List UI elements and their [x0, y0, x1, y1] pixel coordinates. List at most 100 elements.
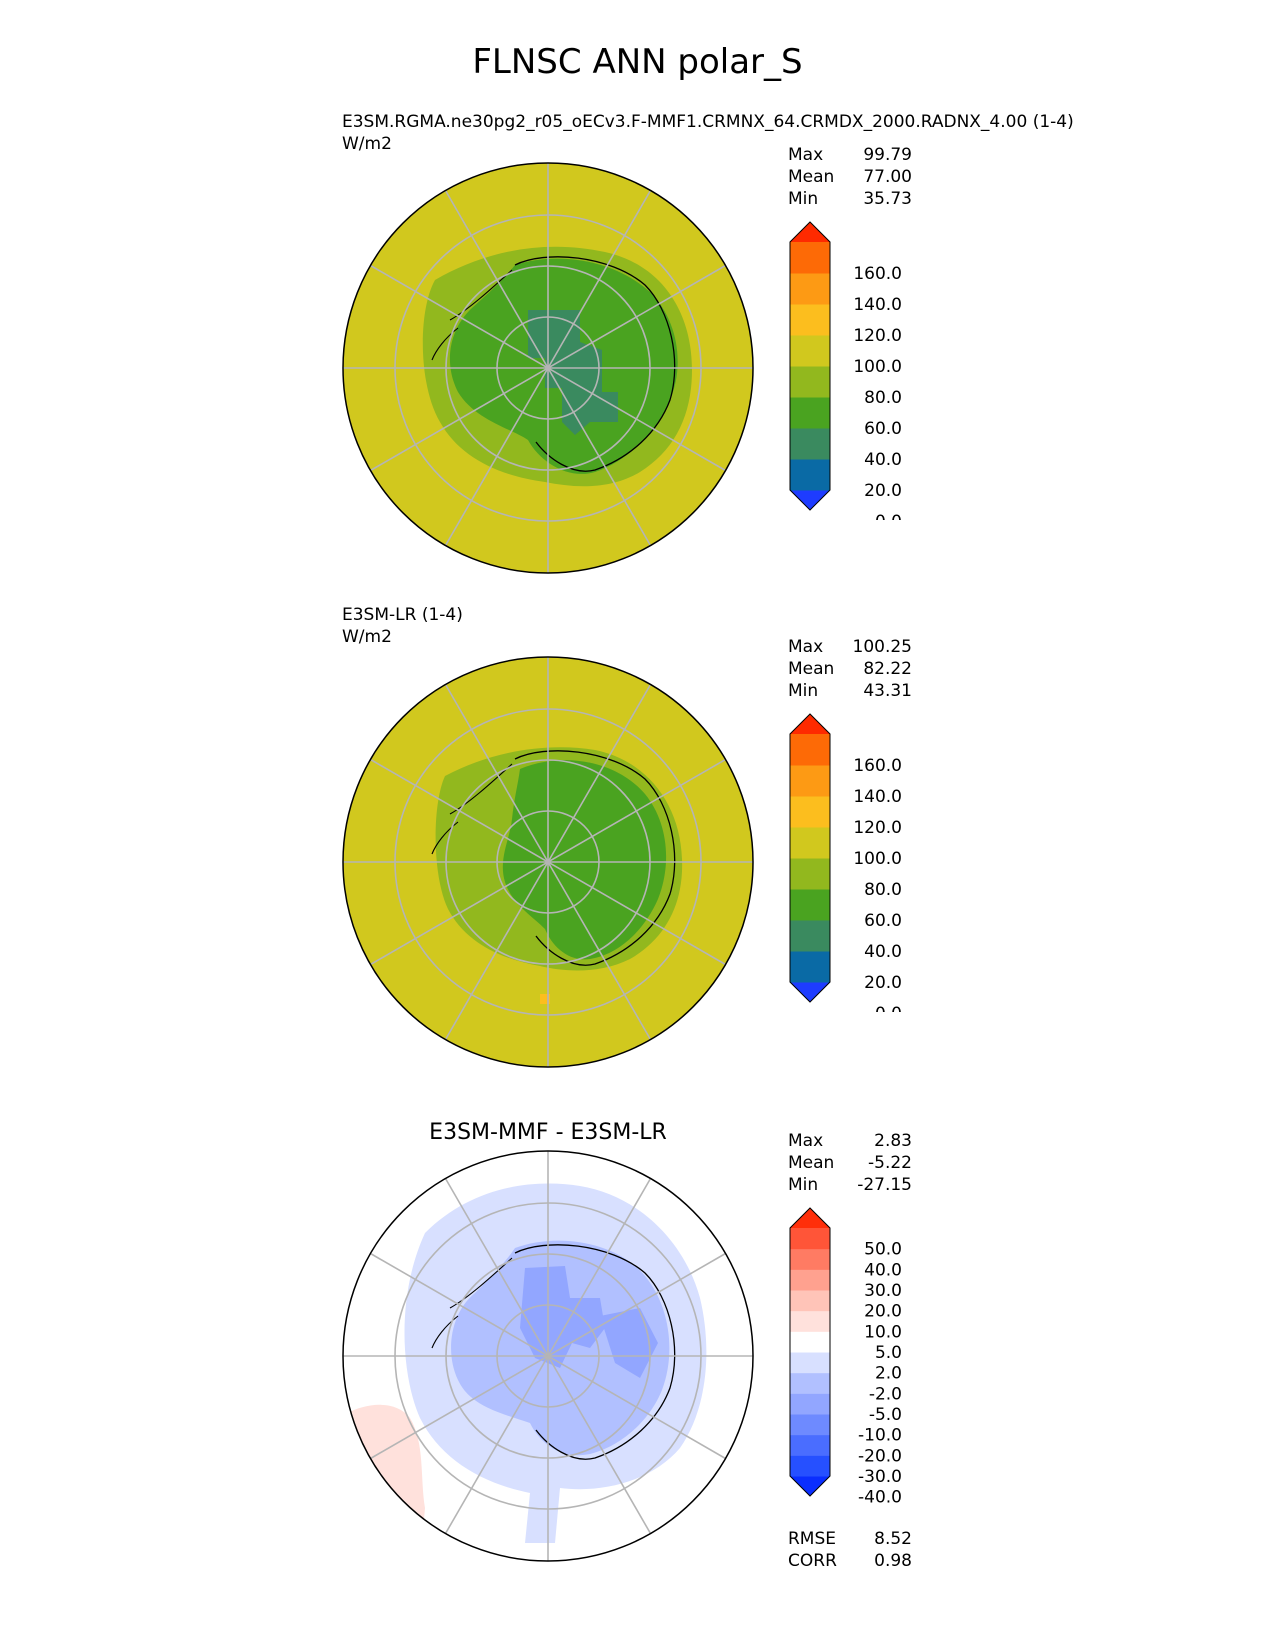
stat-value: 43.31	[863, 681, 912, 701]
stat-value: 35.73	[863, 189, 912, 209]
map-boundary	[342, 656, 754, 1068]
interior-field	[528, 310, 618, 435]
colorbar-tick-label: 50.0	[864, 1240, 902, 1260]
colorbar-tick-label: 160.0	[853, 756, 902, 776]
stat-label: Min	[788, 681, 819, 701]
colorbar-outline	[789, 221, 831, 511]
coastline	[514, 256, 676, 472]
colorbar-segment	[790, 1352, 830, 1374]
graticule	[343, 657, 753, 1067]
colorbar-outline	[789, 1207, 831, 1497]
colorbar-segment	[790, 1331, 830, 1353]
colorbar-tick-label: 160.0	[853, 264, 902, 284]
colorbar-segment	[790, 428, 830, 460]
stat-value: 2.83	[874, 1131, 912, 1151]
figure-title: FLNSC ANN polar_S	[472, 42, 803, 82]
panel-test-stat-max: Max 99.79	[788, 144, 912, 166]
stat-label: Min	[788, 1175, 819, 1195]
panel-diff-colorbar: 50.040.030.020.010.05.02.0-2.0-5.0-10.0-…	[789, 1207, 902, 1506]
stat-label: Max	[788, 145, 824, 165]
panel-ref-units-label: W/m2	[342, 627, 392, 647]
panel-diff-stat-rmse: RMSE 8.52	[788, 1528, 912, 1550]
colorbar-segment	[790, 951, 830, 983]
panel-diff-title: E3SM-MMF - E3SM-LR	[429, 1120, 667, 1145]
panel-test-units-label: W/m2	[342, 134, 392, 154]
positive-anomaly-region-east	[730, 1438, 753, 1498]
colorbar-segment	[790, 1290, 830, 1312]
colorbar-segment	[790, 335, 830, 367]
panel-test-name-label: E3SM.RGMA.ne30pg2_r05_oECv3.F-MMF1.CRMNX…	[342, 112, 1074, 132]
panel-ref-polar-map	[342, 656, 754, 1068]
colorbar-tick-label: 20.0	[864, 973, 902, 993]
colorbar-tick-label: 20.0	[864, 1302, 902, 1322]
colorbar-tick-label: -2.0	[869, 1384, 902, 1404]
panel-ref-stat-mean: Mean 82.22	[788, 658, 912, 680]
colorbar-tick-label: -30.0	[858, 1467, 902, 1487]
panel-test-stat-mean: Mean 77.00	[788, 166, 912, 188]
stat-label: Max	[788, 1131, 824, 1151]
stat-value: -5.22	[868, 1153, 912, 1173]
colorbar-segment	[790, 1269, 830, 1291]
colorbar-segment	[790, 304, 830, 336]
stat-value: 77.00	[863, 167, 912, 187]
stat-label: Mean	[788, 1153, 835, 1173]
panel-test-stat-min: Min 35.73	[788, 188, 912, 210]
panel-diff-stat-max: Max 2.83	[788, 1130, 912, 1152]
panel-diff-stat-corr: CORR 0.98	[788, 1550, 912, 1572]
stat-value: 0.98	[874, 1551, 912, 1571]
warm-anomaly-cell	[540, 994, 550, 1004]
colorbar-tick-label: 40.0	[864, 450, 902, 470]
colorbar-tick-label: 40.0	[864, 942, 902, 962]
colorbar-segment	[790, 459, 830, 491]
colorbar-tick-label: 120.0	[853, 818, 902, 838]
colorbar-tick-label: 80.0	[864, 388, 902, 408]
panel-test-colorbar: 160.0 140.0 120.0 100.0 80.0 60.0 40.0 20.0 0.0	[789, 221, 902, 520]
colorbar-tick-label: 5.0	[875, 1343, 902, 1363]
panel-ref-name-label: E3SM-LR (1-4)	[342, 605, 463, 625]
colorbar-segment	[790, 366, 830, 398]
colorbar-extend-min	[790, 1476, 830, 1496]
colorbar-extend-max	[790, 1208, 830, 1228]
stat-label: CORR	[788, 1551, 837, 1571]
stat-value: 99.79	[863, 145, 912, 165]
graticule	[343, 163, 753, 573]
colorbar-segment	[790, 273, 830, 305]
stat-label: Min	[788, 189, 819, 209]
colorbar-tick-label: 20.0	[864, 481, 902, 501]
panel-diff-stat-mean: Mean -5.22	[788, 1152, 912, 1174]
strong-negative-region-east	[600, 1308, 658, 1378]
stat-label: Mean	[788, 659, 835, 679]
colorbar-tick-label: 40.0	[864, 1260, 902, 1280]
colorbar-tick-label: 60.0	[864, 911, 902, 931]
stat-label: RMSE	[788, 1529, 837, 1549]
colorbar-extend-min	[790, 490, 830, 510]
colorbar-segment	[790, 1248, 830, 1270]
colorbar-tick-label: 10.0	[864, 1322, 902, 1342]
panel-ref-stat-max: Max 100.25	[788, 636, 912, 658]
colorbar-tick-label: 140.0	[853, 787, 902, 807]
colorbar-segment	[790, 734, 830, 766]
coastline	[514, 750, 676, 966]
map-boundary	[342, 1150, 754, 1562]
stat-value: 82.22	[863, 659, 912, 679]
colorbar-outline	[789, 713, 831, 1003]
colorbar-segment	[790, 1455, 830, 1477]
colorbar-segment	[790, 858, 830, 890]
colorbar-segment	[790, 1434, 830, 1456]
map-boundary	[342, 162, 754, 574]
panel-ref-stat-min: Min 43.31	[788, 680, 912, 702]
colorbar-tick-label: 60.0	[864, 419, 902, 439]
colorbar-segment	[790, 1393, 830, 1415]
stat-label: Max	[788, 637, 824, 657]
panel-ref-colorbar: 160.0 140.0 120.0 100.0 80.0 60.0 40.0 20.0 0.0	[789, 713, 902, 1012]
colorbar-tick-label: 0.0	[875, 1004, 902, 1012]
colorbar-segment	[790, 827, 830, 859]
colorbar-segment	[790, 1228, 830, 1250]
graticule	[343, 1151, 753, 1561]
colorbar-segment	[790, 1310, 830, 1332]
panel-test-polar-map	[342, 162, 754, 574]
colorbar-segment	[790, 1372, 830, 1394]
colorbar-segment	[790, 397, 830, 429]
panel-diff-polar-map	[342, 1150, 754, 1562]
strong-negative-region	[520, 1266, 605, 1368]
